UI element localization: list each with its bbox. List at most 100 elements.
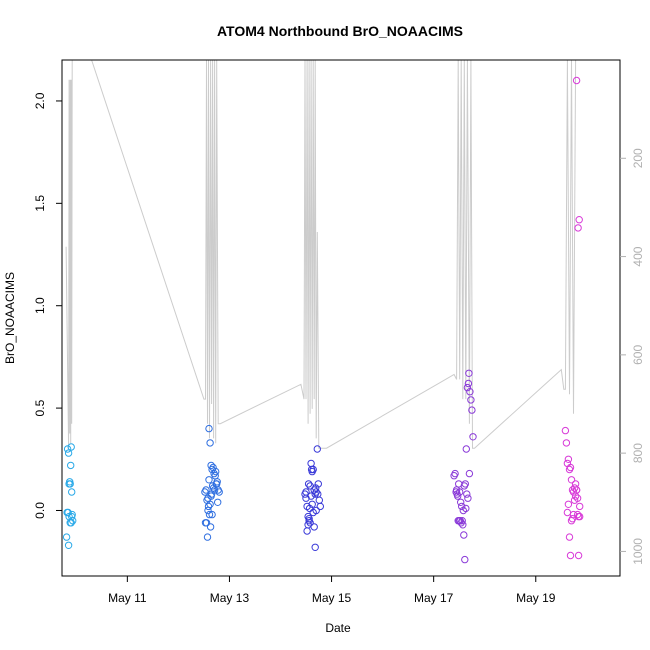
x-tick-label: May 19	[516, 591, 556, 605]
data-point	[202, 486, 210, 494]
data-point	[574, 551, 583, 560]
data-point	[576, 502, 584, 511]
data-point	[202, 519, 211, 527]
data-point	[461, 555, 469, 564]
data-point	[302, 494, 310, 502]
data-point	[310, 486, 318, 494]
data-point	[572, 486, 581, 494]
series-6	[561, 76, 584, 560]
plot-frame	[61, 59, 621, 577]
x-tick-label: May 13	[210, 591, 250, 605]
data-point	[64, 449, 73, 457]
series-4	[301, 445, 324, 551]
data-point	[205, 510, 214, 519]
data-point	[63, 445, 72, 453]
data-point	[463, 490, 471, 498]
y-tick-label: 1.5	[33, 195, 47, 212]
data-point	[564, 500, 573, 508]
data-point	[303, 527, 311, 535]
data-point	[205, 424, 213, 433]
data-point	[462, 445, 470, 453]
data-point	[207, 461, 215, 470]
data-point	[307, 492, 315, 500]
data-point	[69, 517, 77, 525]
data-point	[208, 510, 216, 519]
altitude-trace-line	[65, 60, 581, 449]
data-point	[573, 494, 582, 502]
data-point	[68, 488, 76, 496]
x-tick-label: May 11	[108, 591, 147, 605]
data-point	[565, 533, 574, 541]
data-point	[304, 480, 313, 488]
data-point	[459, 521, 467, 529]
series-5	[450, 369, 477, 564]
data-point	[204, 506, 212, 515]
data-point	[562, 439, 571, 447]
y2-tick-label: 1000	[631, 538, 645, 565]
data-point	[566, 463, 575, 472]
x-tick-label: May 15	[312, 591, 352, 605]
data-point	[575, 216, 583, 224]
data-point	[64, 541, 73, 549]
data-point	[463, 383, 472, 392]
axes-layer: May 11 May 13 May 15 May 17 May 19 0.0 0.5 1.0 1…	[33, 59, 645, 605]
data-point	[205, 476, 213, 484]
data-point	[460, 531, 468, 539]
x-tick-label: May 17	[414, 591, 454, 605]
data-point	[570, 484, 579, 492]
data-point	[207, 492, 215, 500]
data-point	[311, 543, 319, 551]
data-point	[564, 455, 573, 463]
y2-tick-label: 800	[631, 443, 645, 463]
x-axis-label: Date	[325, 621, 351, 635]
data-point	[561, 426, 570, 435]
data-point	[313, 445, 321, 453]
data-point	[64, 508, 72, 517]
data-point	[305, 515, 313, 523]
data-point	[315, 496, 323, 504]
data-point	[67, 461, 75, 470]
data-point	[572, 76, 581, 85]
data-point	[457, 498, 465, 506]
data-point	[461, 480, 469, 488]
data-point	[464, 379, 473, 388]
data-point	[574, 224, 582, 232]
data-point	[455, 480, 463, 488]
data-point	[308, 500, 316, 508]
y2-tick-label: 600	[631, 345, 645, 365]
data-point	[563, 508, 572, 517]
y2-tick-label: 400	[631, 246, 645, 266]
data-point	[66, 480, 74, 488]
data-point	[469, 433, 477, 441]
data-point	[316, 502, 324, 511]
data-point	[204, 502, 213, 511]
data-point	[466, 388, 474, 396]
data-point	[568, 515, 577, 523]
data-point	[458, 517, 466, 525]
data-point	[212, 467, 220, 476]
data-point	[312, 488, 320, 496]
y-axis-label: BrO_NOAACIMS	[3, 272, 17, 364]
data-point	[467, 396, 475, 404]
data-point	[314, 490, 322, 498]
data-point	[67, 443, 75, 451]
data-point	[459, 506, 467, 515]
y-tick-label: 1.0	[33, 297, 47, 314]
data-point	[571, 480, 580, 488]
data-point	[206, 523, 215, 531]
data-point	[303, 502, 311, 511]
y-tick-label: 2.0	[33, 92, 47, 109]
data-point	[214, 498, 222, 506]
data-point	[458, 502, 466, 511]
series-1	[63, 443, 77, 527]
data-point	[576, 512, 584, 521]
series-3	[201, 424, 223, 541]
data-point	[567, 476, 576, 484]
series-2	[62, 533, 73, 549]
data-point	[215, 488, 223, 496]
data-point	[456, 488, 464, 496]
data-point	[62, 533, 71, 541]
y-tick-label: 0.0	[33, 502, 47, 519]
y-tick-label: 0.5	[33, 399, 47, 416]
